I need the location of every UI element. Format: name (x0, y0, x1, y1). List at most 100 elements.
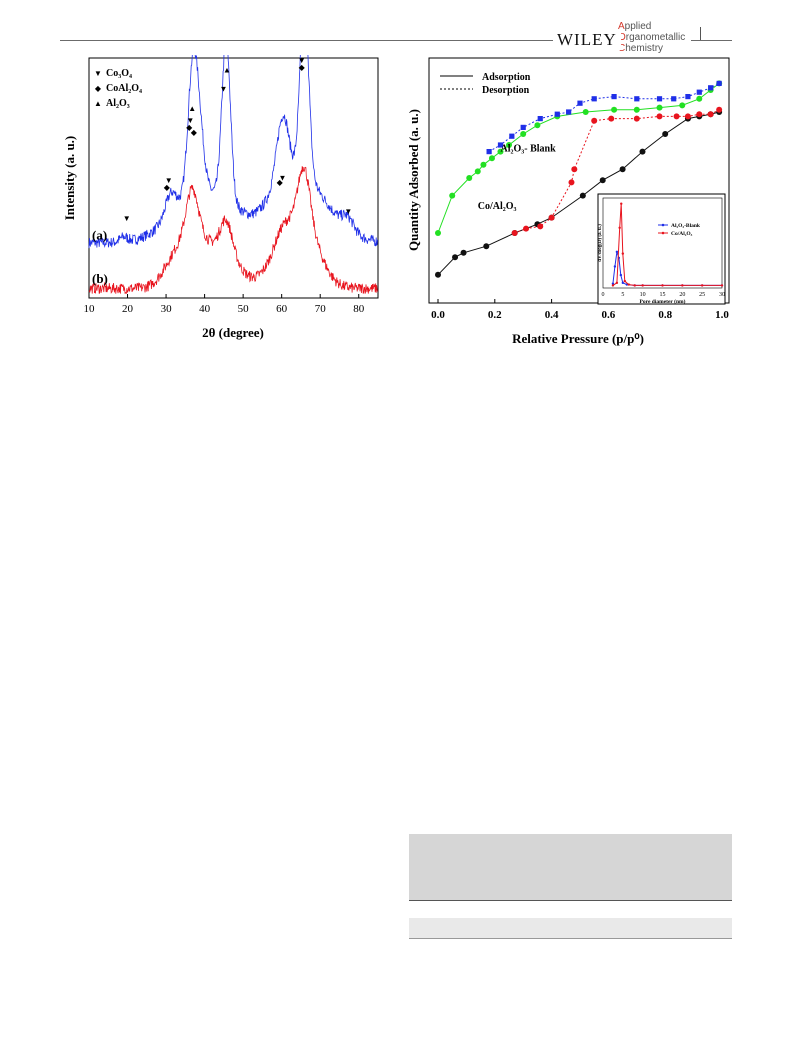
inset-point (611, 282, 615, 285)
journal-name: Applied Organometallic Chemistry (618, 21, 692, 54)
inset-point (627, 283, 630, 286)
inset-point (661, 284, 664, 287)
xrd-peak-marker: ▲ (223, 65, 231, 74)
xrd-peak-marker: ▼ (278, 173, 286, 182)
xrd-tick-label: 40 (199, 303, 211, 315)
isotherm-point (568, 179, 575, 186)
isotherm-point (506, 142, 512, 148)
isotherm-line (437, 111, 720, 276)
isotherm-point (511, 230, 518, 236)
xrd-tick-label: 70 (315, 303, 327, 315)
xrd-legend-marker: ▲ (94, 99, 102, 108)
isotherm-annotation: Al₂O₃- Blank (500, 144, 556, 155)
isotherm-point (591, 117, 598, 124)
inset-frame (597, 193, 726, 305)
xrd-peak-marker: ▼ (344, 207, 352, 216)
isotherm-point (673, 113, 680, 120)
inset-tick-label: 20 (679, 292, 685, 298)
isotherm-point (537, 116, 543, 122)
xrd-peak-marker: ◆ (277, 178, 284, 187)
xrd-series-labels: (a) (b) (92, 228, 108, 286)
xrd-legend-label: Co₃O₄ (106, 68, 132, 79)
isotherm-annotations: Al₂O₃- Blank Co/Al₂O₃ (478, 144, 556, 212)
isotherm-point (548, 214, 555, 221)
inset-y-axis-label: dV/dlog(D) (a. u.) (598, 224, 603, 262)
isotherm-legend-label: Desorption (482, 85, 530, 96)
xrd-peak-marker: ▼ (165, 176, 173, 185)
xrd-legend-marker: ◆ (95, 84, 102, 93)
xrd-legend-label: CoAl₂O₄ (106, 83, 142, 94)
isotherm-tick-label: 0.6 (602, 309, 616, 321)
xrd-peak-marker: ▼ (220, 85, 228, 94)
isotherm-tick-label: 0.2 (488, 309, 502, 321)
xrd-tick-label: 60 (276, 303, 288, 315)
inset-point (613, 265, 617, 268)
xrd-peak-marker: ◆ (299, 63, 306, 72)
xrd-series-a (88, 55, 378, 249)
isotherm-point (566, 109, 572, 115)
isotherm-point (708, 85, 714, 91)
isotherm-point (656, 104, 663, 111)
inset-point (620, 202, 623, 205)
isotherm-point (509, 133, 515, 139)
inset-point (618, 226, 621, 229)
isotherm-point (619, 166, 626, 173)
xrd-tick-label: 20 (122, 303, 133, 315)
isotherm-point (435, 230, 441, 236)
isotherm-point (582, 109, 589, 115)
inset-point (621, 252, 625, 255)
isotherm-point (716, 106, 723, 113)
isotherm-point (497, 142, 504, 148)
inset-point (621, 281, 625, 285)
isotherm-point (633, 106, 640, 113)
inset-tick-label: 0 (602, 292, 605, 298)
xrd-peak-marker: ◆ (186, 123, 193, 132)
inset-point (615, 281, 619, 285)
xrd-peak-marker: ◆ (191, 128, 198, 137)
inset-tick-label: 5 (621, 292, 624, 298)
isotherm-point (696, 95, 703, 102)
journal-line-applied: Applied (618, 21, 652, 32)
isotherm-point (537, 223, 544, 230)
isotherm-point (483, 243, 490, 250)
isotherm-legend-label: Adsorption (482, 72, 531, 83)
isotherm-point (716, 80, 722, 86)
isotherm-point (671, 96, 677, 102)
xrd-series-label: (b) (92, 271, 108, 286)
isotherm-tick-label: 0.8 (658, 309, 672, 321)
isotherm-x-axis-label: Relative Pressure (p/p⁰) (512, 331, 644, 346)
xrd-peak-marker: ▼ (298, 56, 306, 65)
isotherm-legend: Adsorption Desorption (440, 72, 531, 96)
xrd-legend-label: Al₂O₃ (106, 98, 130, 109)
journal-line-chemistry: Chemistry (618, 43, 664, 54)
isotherm-line (488, 82, 720, 153)
xrd-legend-marker: ▼ (94, 69, 102, 78)
isotherm-point (577, 100, 583, 106)
xrd-legend: ▼ Co₃O₄ ◆ CoAl₂O₄ ▲ Al₂O₃ (94, 68, 142, 109)
xrd-tick-label: 80 (353, 303, 365, 315)
inset-plot-frame (602, 197, 723, 289)
isotherm-point (591, 96, 597, 102)
isotherm-y-axis-label: Quantity Adsorbed (a. u.) (406, 109, 421, 251)
inset-point (641, 284, 644, 287)
isotherm-point (707, 111, 714, 118)
pore-size-inset: 0 5 10 15 20 25 30 Pore diameter (nm) dV/dlog(D)… (597, 193, 726, 305)
inset-legend-label: Al₂O₃-Blank (671, 223, 701, 229)
isotherm-chart: 0.0 0.2 0.4 0.6 0.8 1.0 AdsorptionDesorption … (406, 57, 730, 346)
xrd-peak-marker: ▲ (188, 104, 196, 113)
header-rule (60, 40, 732, 41)
xrd-x-ticks: 10 20 30 40 50 60 70 80 (84, 294, 365, 315)
inset-tick-label: 25 (699, 292, 705, 298)
isotherm-point (656, 96, 663, 102)
isotherm-series-group (435, 80, 723, 278)
inset-point (720, 284, 724, 287)
inset-point (623, 279, 627, 283)
inset-point (681, 284, 684, 287)
isotherm-point (684, 113, 691, 120)
inset-point (615, 250, 619, 254)
inset-point (619, 273, 623, 277)
publisher-logo: WILEY (553, 30, 621, 50)
isotherm-point (466, 175, 473, 181)
xrd-y-axis-label: Intensity (a. u.) (62, 136, 77, 221)
